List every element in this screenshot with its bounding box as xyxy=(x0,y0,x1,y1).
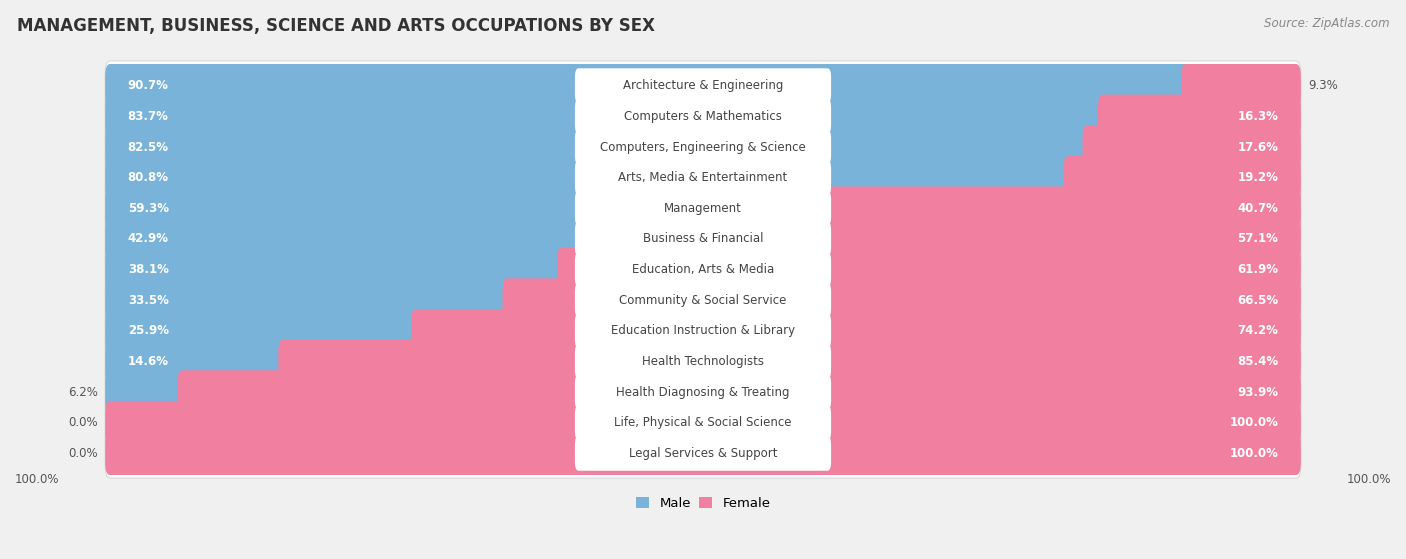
Text: 82.5%: 82.5% xyxy=(128,140,169,154)
Text: 40.7%: 40.7% xyxy=(1237,202,1278,215)
FancyBboxPatch shape xyxy=(105,94,1108,138)
FancyBboxPatch shape xyxy=(105,214,1301,264)
FancyBboxPatch shape xyxy=(105,309,422,353)
FancyBboxPatch shape xyxy=(808,187,1301,230)
Text: 16.3%: 16.3% xyxy=(1237,110,1278,123)
FancyBboxPatch shape xyxy=(105,428,1301,478)
FancyBboxPatch shape xyxy=(575,99,831,134)
FancyBboxPatch shape xyxy=(105,401,1301,444)
FancyBboxPatch shape xyxy=(105,245,1301,295)
Text: Architecture & Engineering: Architecture & Engineering xyxy=(623,79,783,92)
Text: 57.1%: 57.1% xyxy=(1237,233,1278,245)
FancyBboxPatch shape xyxy=(502,278,1301,322)
FancyBboxPatch shape xyxy=(575,130,831,164)
FancyBboxPatch shape xyxy=(105,92,1301,141)
Text: 38.1%: 38.1% xyxy=(128,263,169,276)
FancyBboxPatch shape xyxy=(575,221,831,257)
FancyBboxPatch shape xyxy=(105,276,1301,325)
FancyBboxPatch shape xyxy=(105,122,1301,172)
FancyBboxPatch shape xyxy=(1083,125,1301,169)
Text: 14.6%: 14.6% xyxy=(128,355,169,368)
FancyBboxPatch shape xyxy=(575,283,831,318)
FancyBboxPatch shape xyxy=(575,313,831,348)
FancyBboxPatch shape xyxy=(278,340,1301,383)
Text: 59.3%: 59.3% xyxy=(128,202,169,215)
Legend: Male, Female: Male, Female xyxy=(630,492,776,515)
Text: 25.9%: 25.9% xyxy=(128,324,169,337)
FancyBboxPatch shape xyxy=(105,278,512,322)
FancyBboxPatch shape xyxy=(105,217,623,260)
FancyBboxPatch shape xyxy=(575,375,831,410)
FancyBboxPatch shape xyxy=(105,398,1301,447)
FancyBboxPatch shape xyxy=(105,337,1301,386)
Text: Computers, Engineering & Science: Computers, Engineering & Science xyxy=(600,140,806,154)
FancyBboxPatch shape xyxy=(105,248,567,291)
Text: Education Instruction & Library: Education Instruction & Library xyxy=(612,324,794,337)
Text: 83.7%: 83.7% xyxy=(128,110,169,123)
Text: Legal Services & Support: Legal Services & Support xyxy=(628,447,778,460)
FancyBboxPatch shape xyxy=(1181,64,1301,107)
FancyBboxPatch shape xyxy=(105,125,1094,169)
Text: 9.3%: 9.3% xyxy=(1308,79,1337,92)
FancyBboxPatch shape xyxy=(105,183,1301,233)
FancyBboxPatch shape xyxy=(105,432,1301,475)
FancyBboxPatch shape xyxy=(1098,94,1301,138)
FancyBboxPatch shape xyxy=(614,217,1301,260)
FancyBboxPatch shape xyxy=(575,344,831,379)
Text: 100.0%: 100.0% xyxy=(1347,473,1391,486)
FancyBboxPatch shape xyxy=(177,370,1301,414)
FancyBboxPatch shape xyxy=(411,309,1301,353)
Text: Education, Arts & Media: Education, Arts & Media xyxy=(631,263,775,276)
Text: Source: ZipAtlas.com: Source: ZipAtlas.com xyxy=(1264,17,1389,30)
FancyBboxPatch shape xyxy=(105,187,818,230)
Text: Community & Social Service: Community & Social Service xyxy=(619,293,787,307)
Text: Business & Financial: Business & Financial xyxy=(643,233,763,245)
Text: 90.7%: 90.7% xyxy=(128,79,169,92)
Text: Life, Physical & Social Science: Life, Physical & Social Science xyxy=(614,416,792,429)
Text: 0.0%: 0.0% xyxy=(69,447,98,460)
Text: Arts, Media & Entertainment: Arts, Media & Entertainment xyxy=(619,171,787,184)
FancyBboxPatch shape xyxy=(575,252,831,287)
Text: 100.0%: 100.0% xyxy=(1229,447,1278,460)
FancyBboxPatch shape xyxy=(105,61,1301,111)
Text: 33.5%: 33.5% xyxy=(128,293,169,307)
FancyBboxPatch shape xyxy=(575,68,831,103)
Text: Management: Management xyxy=(664,202,742,215)
FancyBboxPatch shape xyxy=(575,160,831,195)
Text: 66.5%: 66.5% xyxy=(1237,293,1278,307)
Text: 100.0%: 100.0% xyxy=(15,473,59,486)
FancyBboxPatch shape xyxy=(1063,156,1301,200)
Text: 0.0%: 0.0% xyxy=(69,416,98,429)
Text: 85.4%: 85.4% xyxy=(1237,355,1278,368)
Text: 6.2%: 6.2% xyxy=(67,386,98,399)
FancyBboxPatch shape xyxy=(105,153,1301,202)
Text: Health Diagnosing & Treating: Health Diagnosing & Treating xyxy=(616,386,790,399)
Text: Computers & Mathematics: Computers & Mathematics xyxy=(624,110,782,123)
FancyBboxPatch shape xyxy=(105,64,1191,107)
Text: MANAGEMENT, BUSINESS, SCIENCE AND ARTS OCCUPATIONS BY SEX: MANAGEMENT, BUSINESS, SCIENCE AND ARTS O… xyxy=(17,17,655,35)
FancyBboxPatch shape xyxy=(105,367,1301,417)
FancyBboxPatch shape xyxy=(557,248,1301,291)
FancyBboxPatch shape xyxy=(105,156,1073,200)
Text: 100.0%: 100.0% xyxy=(1229,416,1278,429)
Text: 42.9%: 42.9% xyxy=(128,233,169,245)
Text: 80.8%: 80.8% xyxy=(128,171,169,184)
Text: 74.2%: 74.2% xyxy=(1237,324,1278,337)
FancyBboxPatch shape xyxy=(575,191,831,226)
FancyBboxPatch shape xyxy=(105,370,188,414)
Text: 17.6%: 17.6% xyxy=(1237,140,1278,154)
Text: 19.2%: 19.2% xyxy=(1237,171,1278,184)
FancyBboxPatch shape xyxy=(575,405,831,440)
Text: 93.9%: 93.9% xyxy=(1237,386,1278,399)
FancyBboxPatch shape xyxy=(575,436,831,471)
FancyBboxPatch shape xyxy=(105,306,1301,356)
Text: Health Technologists: Health Technologists xyxy=(643,355,763,368)
FancyBboxPatch shape xyxy=(105,340,288,383)
Text: 61.9%: 61.9% xyxy=(1237,263,1278,276)
